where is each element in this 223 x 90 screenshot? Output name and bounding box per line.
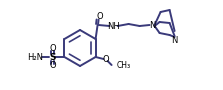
Text: H₂N: H₂N — [27, 52, 43, 61]
Text: O: O — [49, 61, 56, 70]
Text: CH₃: CH₃ — [117, 60, 131, 69]
Text: O: O — [102, 55, 109, 64]
Text: N: N — [149, 21, 156, 30]
Text: S: S — [49, 52, 56, 61]
Text: O: O — [49, 43, 56, 52]
Text: N: N — [171, 35, 178, 44]
Text: NH: NH — [107, 22, 120, 31]
Text: O: O — [96, 12, 103, 21]
